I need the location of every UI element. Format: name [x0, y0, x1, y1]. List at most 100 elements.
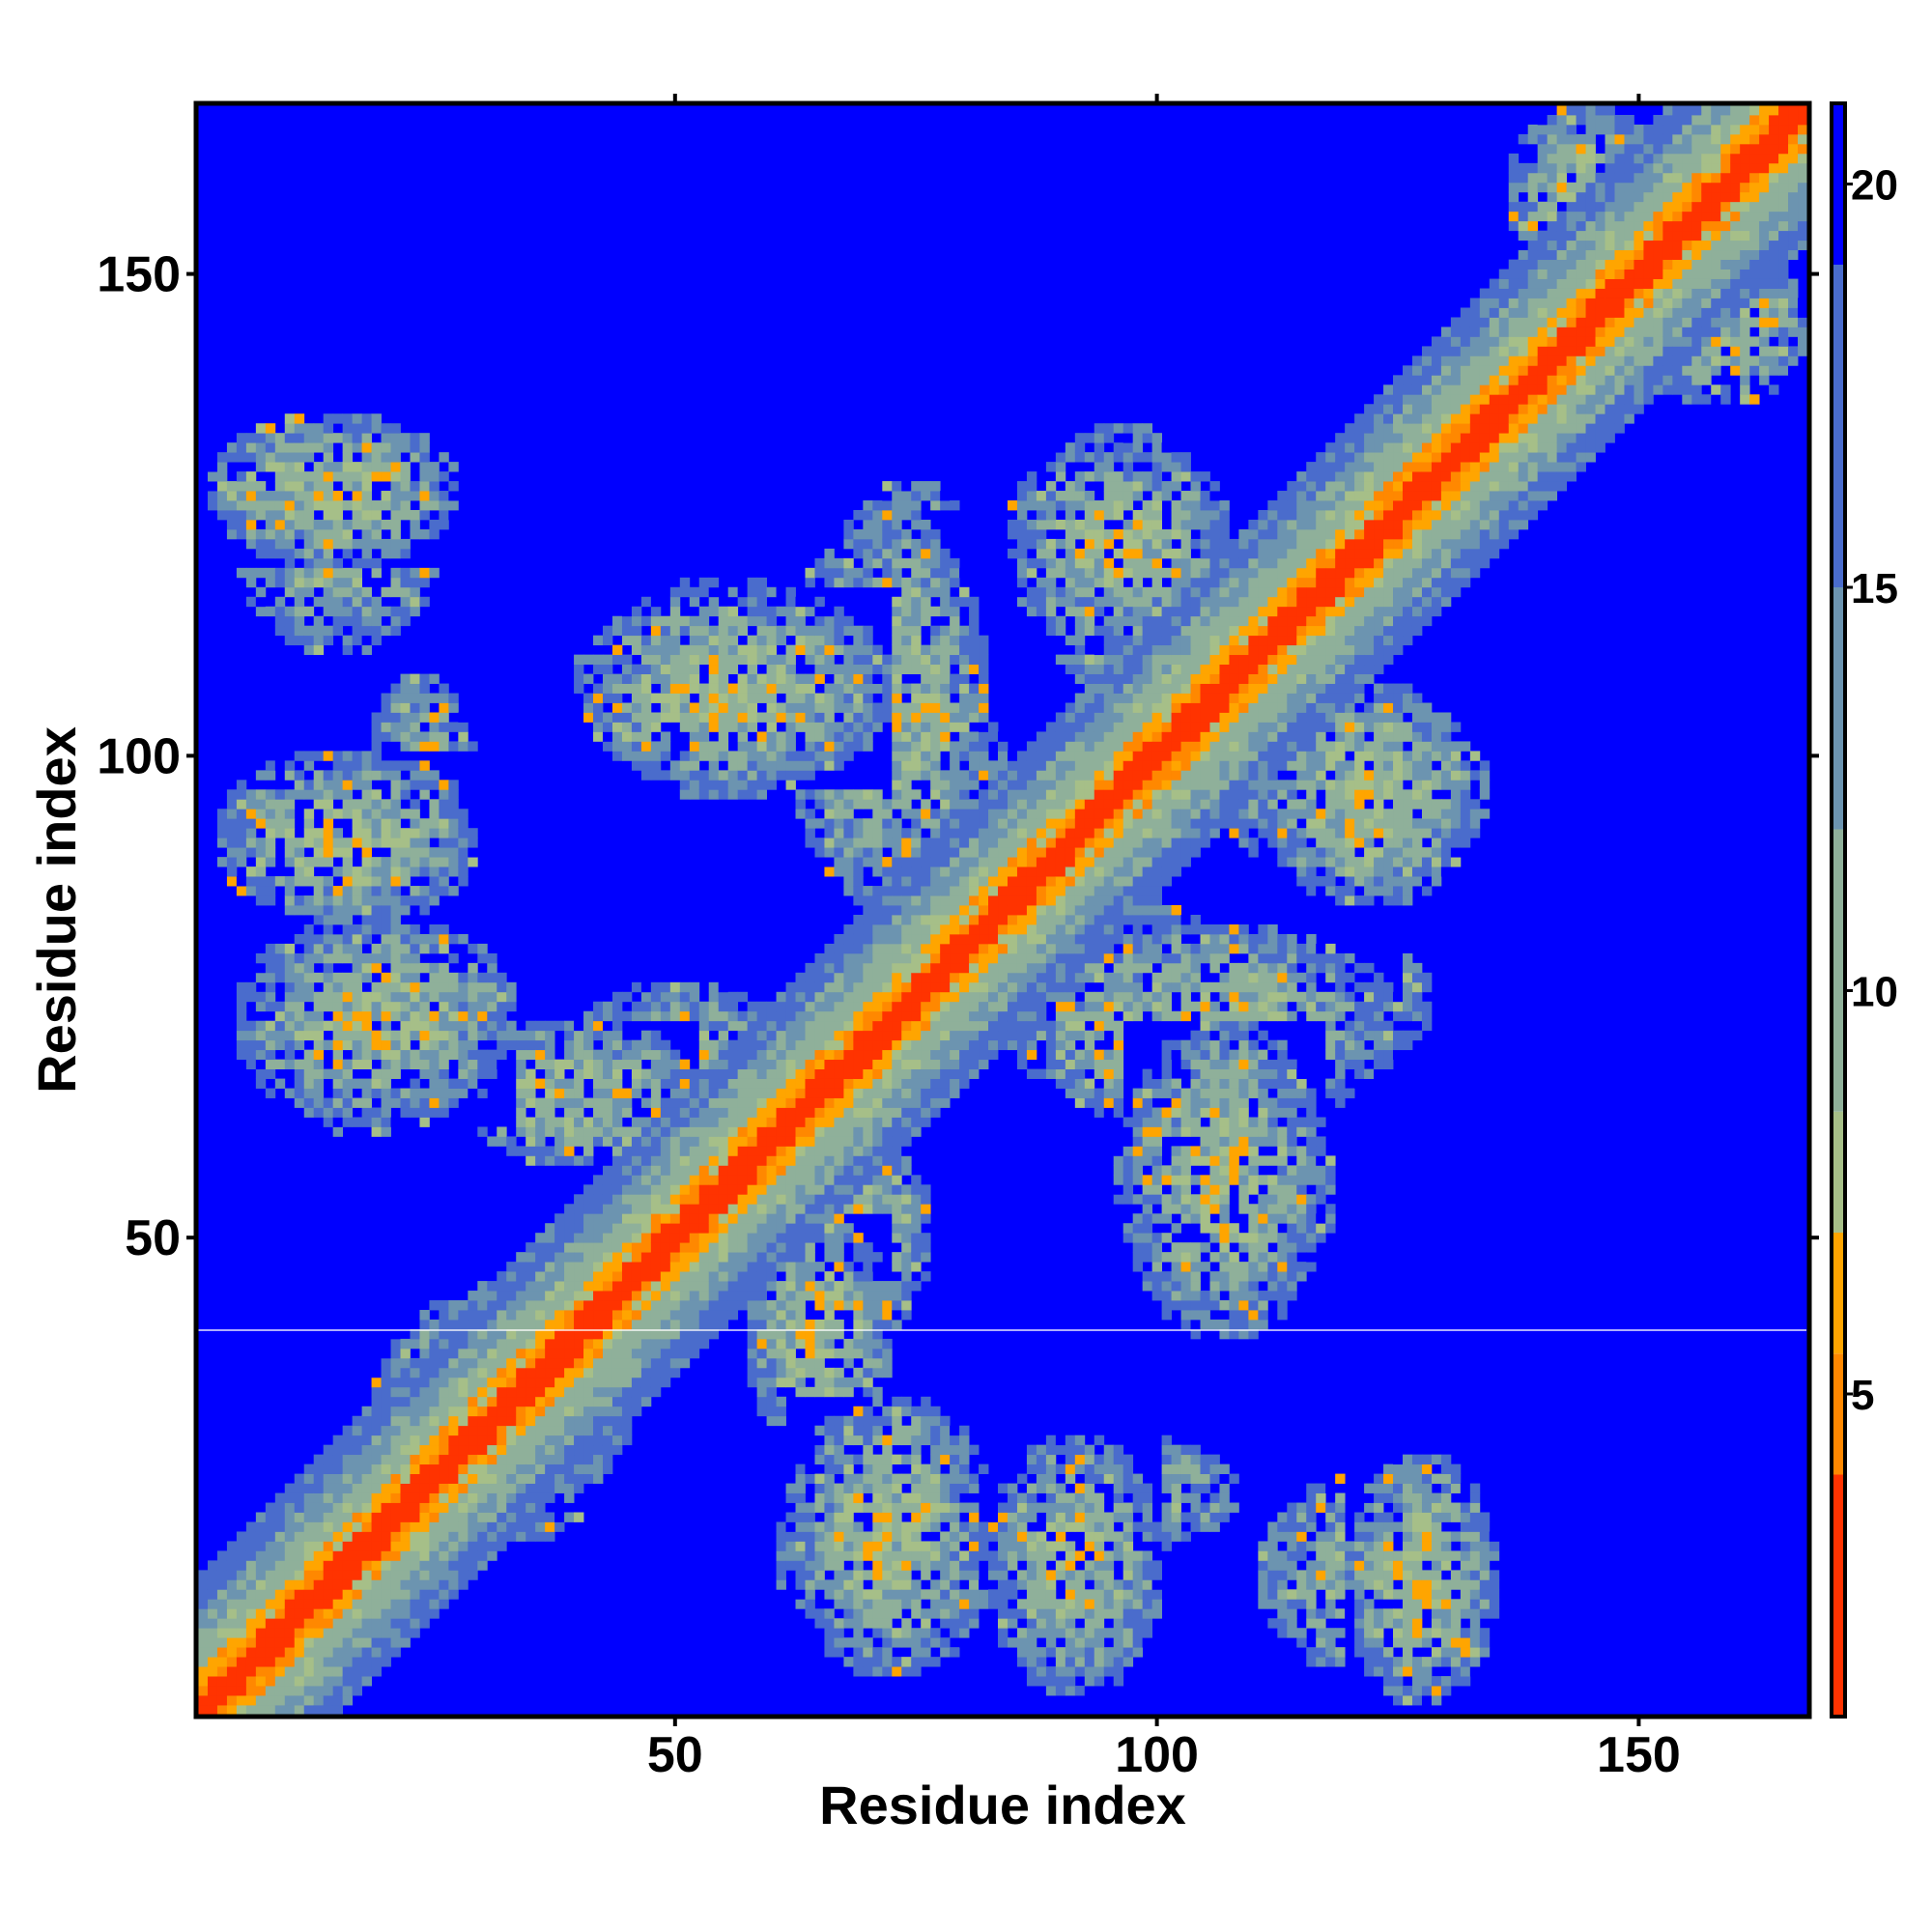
heatmap-cell — [313, 462, 325, 472]
heatmap-cell — [911, 914, 922, 925]
heatmap-cell — [872, 1039, 883, 1051]
heatmap-cell — [853, 1637, 864, 1648]
heatmap-cell — [689, 1213, 700, 1224]
heatmap-cell — [640, 635, 652, 646]
heatmap-cell — [410, 895, 420, 906]
heatmap-cell — [766, 712, 777, 723]
heatmap-cell — [274, 1030, 286, 1041]
heatmap-cell — [911, 1531, 922, 1542]
heatmap-cell — [776, 1328, 786, 1340]
heatmap-cell — [323, 1020, 334, 1032]
heatmap-cell — [631, 615, 642, 627]
heatmap-cell — [274, 1676, 286, 1687]
heatmap-cell — [640, 712, 652, 723]
heatmap-cell — [439, 1541, 449, 1551]
heatmap-cell — [805, 1117, 815, 1127]
heatmap-cell — [574, 1213, 584, 1224]
heatmap-cell — [390, 702, 401, 713]
heatmap-cell — [766, 1001, 777, 1012]
heatmap-cell — [785, 1550, 796, 1561]
heatmap-cell — [381, 1570, 391, 1580]
heatmap-cell — [834, 1531, 844, 1542]
heatmap-cell — [843, 1184, 854, 1195]
heatmap-cell — [352, 828, 362, 838]
heatmap-cell — [564, 1473, 575, 1484]
heatmap-cell — [564, 1136, 575, 1147]
heatmap-cell — [516, 1097, 526, 1108]
heatmap-cell — [332, 577, 344, 588]
heatmap-cell — [545, 1068, 555, 1079]
heatmap-cell — [265, 943, 276, 954]
heatmap-cell — [458, 1300, 469, 1311]
heatmap-cell — [611, 1107, 623, 1118]
heatmap-cell — [448, 828, 459, 838]
heatmap-cell — [535, 1512, 546, 1522]
heatmap-cell — [400, 538, 411, 550]
heatmap-cell — [497, 1512, 507, 1522]
heatmap-cell — [834, 683, 844, 694]
heatmap-cell — [265, 567, 276, 579]
heatmap-cell — [245, 1059, 257, 1070]
heatmap-cell — [342, 433, 354, 443]
heatmap-cell — [361, 1107, 372, 1118]
heatmap-cell — [593, 1338, 604, 1350]
heatmap-cell — [487, 1300, 497, 1311]
heatmap-cell — [458, 867, 469, 877]
heatmap-cell — [834, 673, 844, 684]
heatmap-cell — [313, 644, 325, 656]
heatmap-cell — [805, 1281, 815, 1292]
heatmap-cell — [294, 933, 305, 945]
heatmap-cell — [669, 770, 681, 781]
heatmap-cell — [255, 895, 267, 906]
heatmap-cell — [766, 1386, 777, 1398]
heatmap-cell — [718, 1030, 729, 1041]
heatmap-cell — [352, 1463, 362, 1474]
heatmap-cell — [284, 567, 296, 579]
heatmap-cell — [400, 857, 411, 867]
heatmap-cell — [727, 683, 739, 694]
heatmap-cell — [640, 654, 652, 666]
heatmap-cell — [747, 683, 758, 694]
heatmap-cell — [805, 1608, 815, 1619]
heatmap-cell — [776, 1406, 786, 1417]
heatmap-cell — [843, 1068, 854, 1079]
heatmap-cell — [814, 847, 825, 858]
heatmap-cell — [698, 702, 710, 713]
heatmap-cell — [381, 1078, 391, 1089]
heatmap-cell — [843, 1223, 854, 1234]
heatmap-cell — [545, 1310, 555, 1321]
heatmap-cell — [756, 1262, 767, 1272]
heatmap-cell — [901, 1281, 912, 1292]
heatmap-cell — [574, 1386, 584, 1398]
heatmap-cell — [611, 1291, 623, 1301]
heatmap-cell — [795, 1492, 806, 1503]
heatmap-cell — [631, 1300, 642, 1311]
heatmap-cell — [602, 1165, 613, 1176]
heatmap-cell — [911, 500, 922, 511]
heatmap-cell — [689, 1348, 700, 1359]
heatmap-cell — [882, 1502, 893, 1513]
heatmap-cell — [853, 731, 864, 742]
heatmap-cell — [593, 635, 604, 646]
heatmap-cell — [342, 1618, 354, 1629]
heatmap-cell — [574, 1338, 584, 1350]
heatmap-cell — [245, 876, 257, 887]
heatmap-cell — [611, 693, 623, 703]
heatmap-cell — [236, 1541, 247, 1551]
heatmap-cell — [516, 1473, 526, 1484]
heatmap-cell — [814, 731, 825, 742]
heatmap-cell — [526, 1281, 536, 1292]
heatmap-cell — [303, 1579, 315, 1590]
heatmap-cell — [265, 1512, 276, 1522]
heatmap-cell — [265, 1550, 276, 1561]
heatmap-cell — [400, 1589, 411, 1600]
heatmap-cell — [274, 1502, 286, 1513]
heatmap-cell — [236, 1637, 247, 1648]
heatmap-cell — [650, 1386, 662, 1398]
heatmap-cell — [313, 1020, 325, 1032]
heatmap-cell — [323, 433, 334, 443]
heatmap-cell — [901, 1579, 912, 1590]
heatmap-cell — [274, 471, 286, 482]
heatmap-cell — [814, 760, 825, 771]
heatmap-cell — [564, 1107, 575, 1118]
